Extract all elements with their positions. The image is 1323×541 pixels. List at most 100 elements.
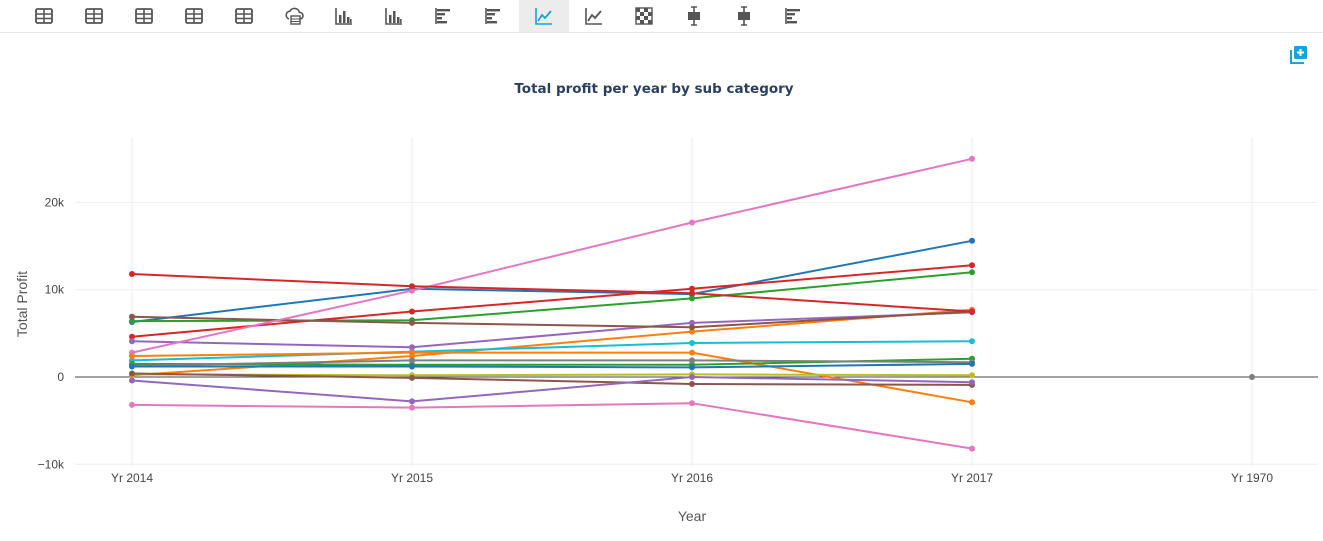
data-point[interactable] xyxy=(689,324,695,331)
data-point[interactable] xyxy=(689,219,695,226)
series-line xyxy=(131,351,973,404)
data-point[interactable] xyxy=(409,319,415,326)
line-chart-button[interactable] xyxy=(519,0,569,32)
x-tick-label: Yr 2014 xyxy=(111,471,153,485)
data-point[interactable] xyxy=(409,344,415,351)
series-line xyxy=(131,310,973,329)
series-1 xyxy=(129,237,975,325)
data-point[interactable] xyxy=(129,338,135,345)
data-point[interactable] xyxy=(409,404,415,411)
series-line xyxy=(131,375,973,403)
hbar-chart-1-button[interactable] xyxy=(419,0,469,32)
data-point[interactable] xyxy=(689,290,695,297)
horizontal-bar-icon xyxy=(435,8,450,24)
data-point[interactable] xyxy=(409,283,415,290)
data-point[interactable] xyxy=(409,308,415,315)
data-point[interactable] xyxy=(409,374,415,381)
line-chart: −10k 0 10k 20k Yr 2014 Yr 2015 Yr 2016 Yr 2017… xyxy=(14,81,1318,524)
data-point[interactable] xyxy=(129,363,135,370)
line-chart-icon xyxy=(535,8,552,25)
hbar-chart-2-button[interactable] xyxy=(469,0,519,32)
series-17 xyxy=(129,400,975,452)
data-point[interactable] xyxy=(969,445,975,452)
chart-series xyxy=(129,155,1255,452)
series-10 xyxy=(129,349,975,406)
add-to-dashboard-button[interactable] xyxy=(1289,45,1309,65)
data-point[interactable] xyxy=(689,319,695,326)
table-view-2-button[interactable] xyxy=(69,0,119,32)
table-icon xyxy=(185,8,203,24)
data-point[interactable] xyxy=(969,360,975,367)
series-3 xyxy=(129,269,975,325)
hbar-chart-3-button[interactable] xyxy=(769,0,819,32)
y-axis-ticks: −10k 0 10k 20k xyxy=(38,195,65,471)
data-point[interactable] xyxy=(689,340,695,346)
data-point[interactable] xyxy=(689,381,695,387)
data-point[interactable] xyxy=(969,155,975,162)
data-point[interactable] xyxy=(969,379,975,386)
data-point[interactable] xyxy=(689,400,695,407)
series-line xyxy=(131,372,973,386)
series-6 xyxy=(129,308,975,331)
data-point[interactable] xyxy=(129,333,135,340)
data-point[interactable] xyxy=(969,372,975,379)
table-view-5-button[interactable] xyxy=(219,0,269,32)
table-view-3-button[interactable] xyxy=(119,0,169,32)
data-point[interactable] xyxy=(969,269,975,276)
x-tick-label: Yr 2017 xyxy=(951,471,993,485)
x-axis-ticks: Yr 2014 Yr 2015 Yr 2016 Yr 2017 Yr 1970 xyxy=(111,471,1273,485)
data-point[interactable] xyxy=(129,271,135,277)
bar-chart-1-button[interactable] xyxy=(319,0,369,32)
data-point[interactable] xyxy=(689,295,695,302)
data-point[interactable] xyxy=(409,363,415,370)
boxplot-1-button[interactable] xyxy=(669,0,719,32)
boxplot-2-button[interactable] xyxy=(719,0,769,32)
series-line xyxy=(131,264,973,338)
horizontal-bar-icon xyxy=(485,8,500,24)
data-point[interactable] xyxy=(689,285,695,292)
data-point[interactable] xyxy=(129,377,135,384)
data-point[interactable] xyxy=(409,349,415,356)
data-point[interactable] xyxy=(129,353,135,359)
series-16 xyxy=(129,374,975,405)
area-line-button[interactable] xyxy=(569,0,619,32)
data-point[interactable] xyxy=(689,349,695,356)
data-point[interactable] xyxy=(689,364,695,371)
data-point[interactable] xyxy=(129,370,135,377)
data-point[interactable] xyxy=(129,401,135,408)
data-point[interactable] xyxy=(689,374,695,380)
data-point[interactable] xyxy=(689,328,695,335)
chart-type-toolbar xyxy=(0,0,1323,33)
cloud-table-button[interactable] xyxy=(269,0,319,32)
table-view-1-button[interactable] xyxy=(19,0,69,32)
data-point[interactable] xyxy=(409,357,415,364)
series-line xyxy=(131,340,973,362)
data-point[interactable] xyxy=(129,318,135,325)
data-point[interactable] xyxy=(409,398,415,405)
table-icon xyxy=(85,8,103,24)
series-line xyxy=(131,402,973,450)
horizontal-bar-icon xyxy=(785,8,800,24)
data-point[interactable] xyxy=(1249,374,1255,380)
bar-chart-icon xyxy=(385,8,402,25)
y-tick-label: 10k xyxy=(45,283,65,297)
data-point[interactable] xyxy=(409,287,415,294)
line-chart-icon xyxy=(585,8,602,25)
series-line xyxy=(131,273,973,313)
data-point[interactable] xyxy=(689,357,695,364)
series-line xyxy=(131,157,973,354)
data-point[interactable] xyxy=(969,237,975,244)
heatmap-button[interactable] xyxy=(619,0,669,32)
table-view-4-button[interactable] xyxy=(169,0,219,32)
chart-gridlines xyxy=(75,138,1318,466)
data-point[interactable] xyxy=(969,399,975,406)
data-point[interactable] xyxy=(129,313,135,320)
data-point[interactable] xyxy=(969,262,975,269)
series-4 xyxy=(129,262,975,340)
data-point[interactable] xyxy=(969,338,975,345)
x-tick-label: Yr 2016 xyxy=(671,471,713,485)
data-point[interactable] xyxy=(969,308,975,315)
table-icon xyxy=(35,8,53,24)
bar-chart-2-button[interactable] xyxy=(369,0,419,32)
series-18 xyxy=(1249,374,1255,380)
